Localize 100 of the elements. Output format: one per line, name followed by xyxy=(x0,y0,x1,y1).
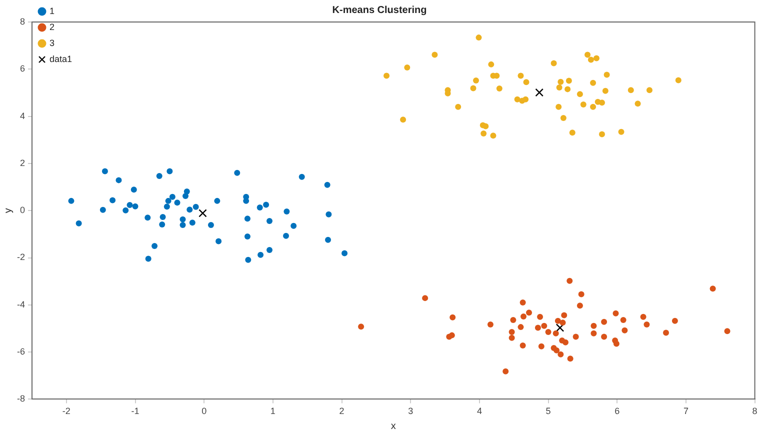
point xyxy=(174,200,180,206)
point xyxy=(145,256,152,262)
point xyxy=(622,327,628,334)
x-tick-label: 0 xyxy=(202,406,207,416)
point xyxy=(564,86,571,92)
point xyxy=(216,238,222,244)
point xyxy=(482,123,489,130)
point xyxy=(180,222,186,228)
point xyxy=(110,197,116,204)
point xyxy=(487,321,494,328)
point xyxy=(560,114,566,121)
point xyxy=(522,96,529,102)
x-tick-label: 6 xyxy=(614,406,620,416)
y-tick-label: 0 xyxy=(20,205,25,216)
point xyxy=(102,168,108,174)
point xyxy=(165,198,172,204)
point xyxy=(256,204,263,211)
point xyxy=(159,222,166,228)
point xyxy=(508,334,515,341)
point xyxy=(561,312,568,318)
legend-label: data1 xyxy=(50,54,72,64)
point xyxy=(523,79,530,86)
point xyxy=(518,324,524,330)
legend-label: 2 xyxy=(50,22,55,32)
point xyxy=(100,206,106,213)
point xyxy=(166,168,173,174)
point xyxy=(68,198,74,204)
y-tick-label: 4 xyxy=(20,110,25,121)
point xyxy=(384,72,390,79)
point xyxy=(601,334,608,340)
point xyxy=(560,320,566,326)
point xyxy=(244,234,250,240)
point xyxy=(520,313,527,320)
point xyxy=(584,52,591,58)
legend-label: 3 xyxy=(50,38,55,48)
point xyxy=(76,220,82,226)
point xyxy=(612,310,619,316)
point xyxy=(590,104,596,110)
point xyxy=(422,295,428,302)
y-tick-label: 8 xyxy=(20,16,25,26)
point xyxy=(470,85,476,92)
point xyxy=(258,252,264,258)
point xyxy=(558,351,564,358)
y-tick-label: 6 xyxy=(20,64,25,74)
point xyxy=(593,55,600,62)
y-tick-label: 2 xyxy=(20,158,25,168)
point xyxy=(572,334,579,340)
point xyxy=(567,356,574,362)
point xyxy=(234,170,240,176)
point xyxy=(130,186,137,193)
point xyxy=(620,316,626,323)
point xyxy=(554,318,561,324)
point xyxy=(526,310,532,316)
point xyxy=(116,177,122,184)
point xyxy=(189,220,196,226)
point xyxy=(520,342,526,348)
point xyxy=(448,332,455,338)
point xyxy=(490,132,496,139)
point xyxy=(590,80,596,86)
point xyxy=(214,198,220,204)
x-tick-label: 8 xyxy=(752,406,758,416)
point xyxy=(290,222,297,229)
point xyxy=(556,84,562,91)
point xyxy=(562,339,568,346)
point xyxy=(144,214,151,221)
point xyxy=(326,211,332,218)
point xyxy=(550,60,557,66)
point xyxy=(476,34,482,41)
point xyxy=(325,236,332,243)
point xyxy=(556,104,562,110)
point xyxy=(480,130,487,137)
point xyxy=(198,209,207,218)
point xyxy=(554,347,560,354)
x-tick-label: -2 xyxy=(62,406,70,416)
point xyxy=(552,330,559,336)
point xyxy=(510,316,516,323)
point xyxy=(266,246,272,253)
point xyxy=(535,88,544,97)
point xyxy=(245,256,252,263)
point xyxy=(244,216,250,222)
point xyxy=(538,343,544,350)
point xyxy=(710,286,716,292)
point xyxy=(590,322,597,329)
point xyxy=(298,174,305,180)
point xyxy=(455,104,462,110)
point xyxy=(169,194,176,200)
point xyxy=(182,192,189,199)
point xyxy=(126,202,133,208)
point xyxy=(342,250,348,256)
chart-title: K-means Clustering xyxy=(332,4,427,16)
point xyxy=(566,278,573,284)
y-tick-label: -4 xyxy=(16,299,25,310)
point xyxy=(180,216,186,222)
point xyxy=(400,116,406,123)
point xyxy=(640,314,646,320)
point xyxy=(618,128,624,135)
point xyxy=(602,88,608,94)
x-tick-label: -1 xyxy=(131,406,140,416)
point xyxy=(473,77,480,84)
point xyxy=(520,300,526,306)
